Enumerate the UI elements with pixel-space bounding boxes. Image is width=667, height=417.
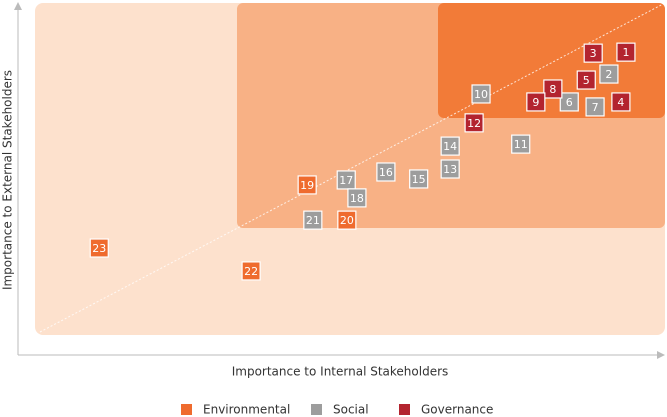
diagonal bbox=[39, 2, 666, 333]
point bbox=[464, 113, 484, 133]
high-zone bbox=[438, 3, 665, 118]
point-label: 1 bbox=[622, 46, 629, 59]
point-label: 5 bbox=[583, 74, 590, 87]
point bbox=[440, 159, 460, 179]
point-label: 4 bbox=[617, 96, 624, 109]
point bbox=[336, 170, 356, 190]
point bbox=[376, 162, 396, 182]
point bbox=[303, 210, 323, 230]
point-label: 11 bbox=[514, 138, 528, 151]
point-label: 9 bbox=[532, 96, 539, 109]
point bbox=[241, 261, 261, 281]
point-label: 17 bbox=[339, 174, 353, 187]
legend-swatch bbox=[181, 404, 192, 415]
legend-swatch bbox=[399, 404, 410, 415]
point bbox=[89, 238, 109, 258]
point bbox=[511, 134, 531, 154]
point bbox=[471, 84, 491, 104]
point-label: 10 bbox=[474, 88, 488, 101]
point-label: 16 bbox=[379, 166, 393, 179]
point bbox=[347, 188, 367, 208]
point-label: 20 bbox=[340, 214, 354, 227]
point bbox=[409, 169, 429, 189]
point bbox=[599, 64, 619, 84]
point-label: 14 bbox=[443, 140, 457, 153]
point bbox=[585, 97, 605, 117]
point-label: 18 bbox=[350, 192, 364, 205]
point bbox=[583, 43, 603, 63]
legend-label: Social bbox=[333, 403, 369, 417]
point bbox=[576, 70, 596, 90]
point-label: 6 bbox=[566, 96, 573, 109]
point bbox=[611, 92, 631, 112]
point bbox=[297, 175, 317, 195]
legend-label: Governance bbox=[421, 403, 493, 417]
point-label: 7 bbox=[592, 101, 599, 114]
point bbox=[616, 42, 636, 62]
point-label: 12 bbox=[467, 117, 481, 130]
point-label: 15 bbox=[412, 173, 426, 186]
point-label: 19 bbox=[300, 179, 314, 192]
point bbox=[526, 92, 546, 112]
point bbox=[559, 92, 579, 112]
x-arrow bbox=[657, 351, 665, 359]
point-label: 13 bbox=[443, 163, 457, 176]
x-axis-label: Importance to Internal Stakeholders bbox=[232, 365, 449, 379]
point bbox=[337, 210, 357, 230]
point-label: 22 bbox=[244, 265, 258, 278]
point bbox=[440, 136, 460, 156]
point-label: 2 bbox=[605, 68, 612, 81]
y-axis-label: Importance to External Stakeholders bbox=[1, 70, 15, 290]
point-label: 23 bbox=[92, 242, 106, 255]
point bbox=[543, 79, 563, 99]
point-label: 21 bbox=[306, 214, 320, 227]
legend-label: Environmental bbox=[203, 403, 290, 417]
y-arrow bbox=[14, 2, 22, 10]
legend-swatch bbox=[311, 404, 322, 415]
point-label: 8 bbox=[549, 83, 556, 96]
point-label: 3 bbox=[590, 47, 597, 60]
